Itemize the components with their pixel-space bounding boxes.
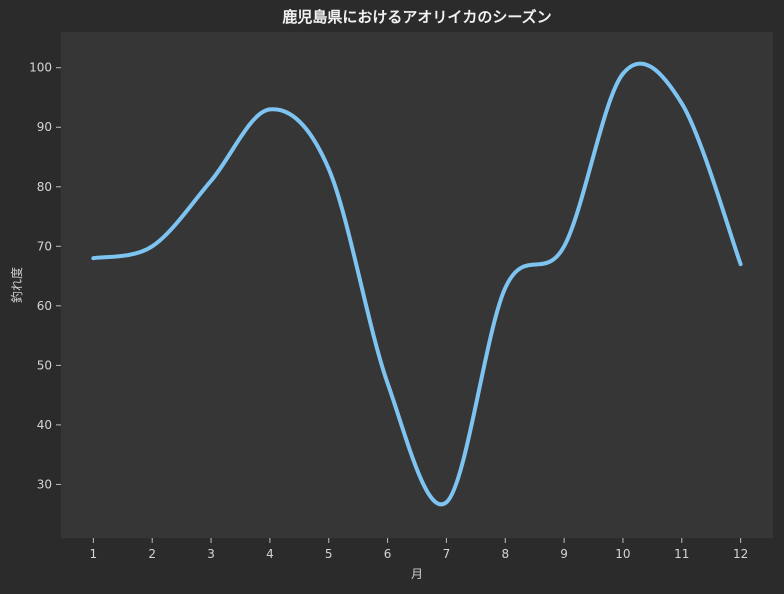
- x-tick-label: 8: [501, 547, 509, 561]
- y-tick-label: 30: [37, 477, 52, 491]
- y-axis-title: 釣れ度: [9, 267, 24, 303]
- x-axis: 1 2 3 4 5 6 7 8 9 10 11 12: [90, 538, 748, 561]
- y-tick-label: 100: [29, 61, 52, 75]
- x-tick-label: 3: [207, 547, 215, 561]
- x-tick-label: 1: [90, 547, 98, 561]
- x-axis-title: 月: [411, 567, 423, 581]
- x-tick-label: 2: [148, 547, 156, 561]
- series-layer: [91, 61, 743, 507]
- y-tick-label: 90: [37, 120, 52, 134]
- y-tick-label: 60: [37, 299, 52, 313]
- x-tick-label: 4: [266, 547, 274, 561]
- plot-area: [61, 32, 773, 538]
- y-tick-label: 80: [37, 180, 52, 194]
- x-tick-label: 11: [674, 547, 689, 561]
- y-tick-label: 40: [37, 418, 52, 432]
- y-axis: 30 40 50 60 70 80 90 100: [29, 61, 61, 491]
- series-line-0: [91, 61, 743, 507]
- y-tick-label: 70: [37, 239, 52, 253]
- x-tick-label: 5: [325, 547, 333, 561]
- x-tick-label: 9: [560, 547, 568, 561]
- x-tick-label: 6: [384, 547, 392, 561]
- x-tick-label: 7: [443, 547, 451, 561]
- x-tick-label: 10: [615, 547, 630, 561]
- x-tick-label: 12: [733, 547, 748, 561]
- chart-title: 鹿児島県におけるアオリイカのシーズン: [282, 8, 551, 26]
- y-tick-label: 50: [37, 358, 52, 372]
